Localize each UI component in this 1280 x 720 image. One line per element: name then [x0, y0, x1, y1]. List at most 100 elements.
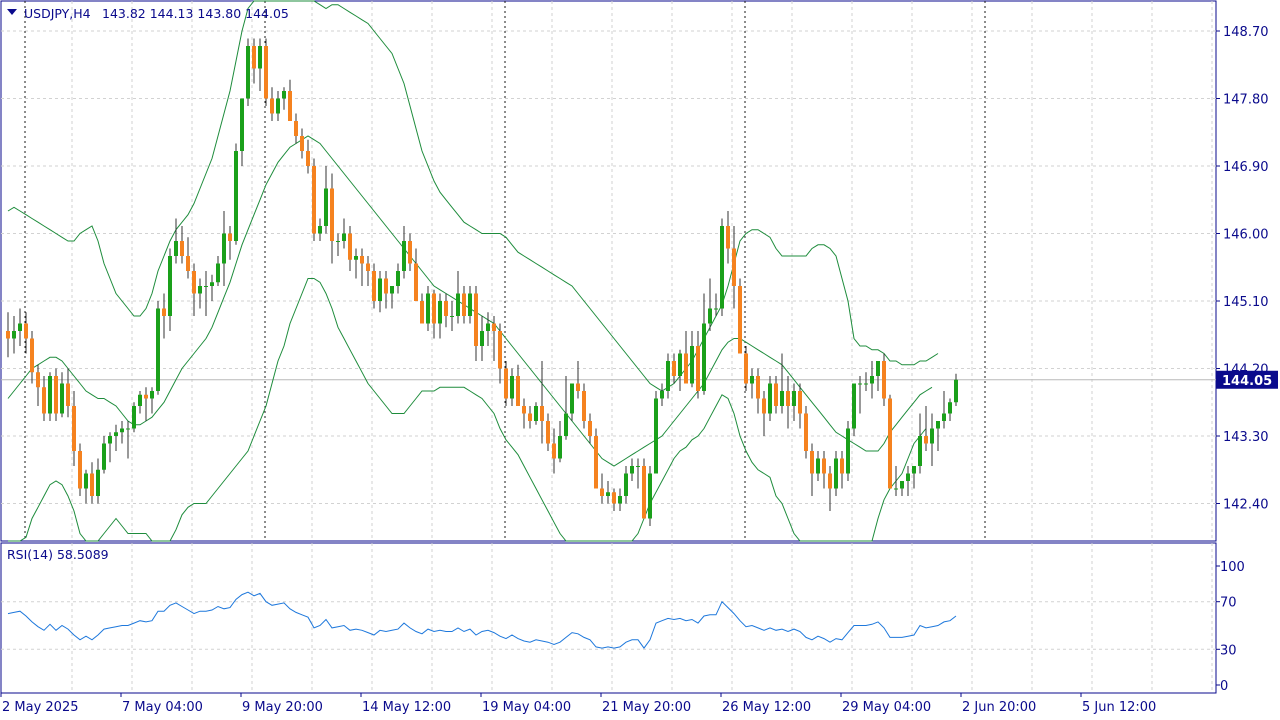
candle-body [918, 436, 922, 466]
candle [756, 368, 760, 414]
candle [720, 218, 724, 316]
candle-body [84, 473, 88, 489]
candle-body [138, 394, 142, 406]
candle-body [708, 308, 712, 324]
candle [858, 376, 862, 414]
candle-body [612, 492, 616, 504]
price-tick-label: 143.30 [1223, 430, 1269, 445]
candle-body [558, 436, 562, 459]
candle-body [834, 458, 838, 489]
rsi-tick-label: 0 [1220, 679, 1228, 694]
candle-body [846, 428, 850, 474]
candle-body [516, 376, 520, 406]
candle-body [816, 458, 820, 474]
candle [168, 248, 172, 331]
candle-body [774, 383, 778, 406]
candle-body [456, 293, 460, 316]
candle [186, 237, 190, 279]
candle [954, 373, 958, 406]
candle-body [540, 406, 544, 421]
candle-body [132, 406, 136, 429]
candle-body [534, 406, 538, 421]
candle [684, 331, 688, 384]
candle-body [6, 331, 10, 339]
candle [594, 428, 598, 489]
candle [6, 312, 10, 358]
candle [786, 376, 790, 429]
candle [210, 274, 214, 301]
candle-body [174, 241, 178, 256]
candle [432, 289, 436, 339]
time-tick-label: 5 Jun 12:00 [1082, 700, 1156, 715]
candle-body [336, 241, 340, 242]
candle [228, 226, 232, 260]
candle-body [432, 293, 436, 324]
candle-body [270, 98, 274, 114]
candle [120, 421, 124, 444]
rsi-label: RSI(14) 58.5089 [7, 547, 109, 562]
candle [342, 218, 346, 249]
candle [486, 312, 490, 346]
symbol-label: USDJPY,H4 [24, 6, 91, 21]
candle [552, 428, 556, 474]
time-tick-label: 26 May 12:00 [722, 700, 811, 715]
candle [660, 383, 664, 406]
candle [420, 293, 424, 324]
candle [276, 91, 280, 121]
candle [318, 218, 322, 241]
candle [906, 466, 910, 496]
candle-body [120, 428, 124, 433]
candle [330, 173, 334, 264]
candle-body [378, 278, 382, 301]
candles[interactable] [6, 38, 958, 527]
price-axis: 148.70147.80146.90146.00145.10144.20143.… [1216, 25, 1269, 513]
candle-body [858, 383, 862, 385]
candle-body [702, 323, 706, 391]
candle [96, 458, 100, 504]
rsi-grid [1, 543, 1216, 693]
candle [900, 481, 904, 496]
candle [300, 128, 304, 159]
candle-body [696, 346, 700, 391]
candle-body [30, 338, 34, 373]
candle-body [798, 391, 802, 414]
candle-body [318, 226, 322, 234]
price-tick-label: 145.10 [1223, 295, 1269, 310]
candle [792, 383, 796, 421]
candle-body [822, 458, 826, 474]
candle-body [324, 188, 328, 226]
candle [162, 293, 166, 339]
candle-body [888, 398, 892, 489]
candle-body [810, 451, 814, 474]
candle-body [624, 473, 628, 496]
candle [678, 349, 682, 391]
price-tick-label: 142.40 [1223, 498, 1269, 513]
candle-body [744, 353, 748, 384]
candle [600, 473, 604, 504]
chart-header[interactable]: USDJPY,H4 143.82 144.13 143.80 144.05 [7, 6, 289, 21]
rsi-axis: 100 70 30 0 [1216, 560, 1245, 694]
rsi-panel[interactable]: 100 70 30 0 RSI(14) 58.5089 [0, 542, 1245, 694]
candle [294, 113, 298, 144]
main-panel[interactable]: 148.70147.80146.90146.00145.10144.20143.… [0, 0, 1278, 693]
time-tick-label: 19 May 04:00 [482, 700, 571, 715]
candle-body [288, 91, 292, 121]
time-tick-label: 14 May 12:00 [362, 700, 451, 715]
time-tick-label: 2 May 2025 [2, 700, 79, 715]
candle-body [264, 46, 268, 99]
candle [60, 372, 64, 418]
candle [612, 488, 616, 511]
candle-body [570, 383, 574, 414]
candle-body [162, 308, 166, 316]
candle [876, 361, 880, 391]
candle [312, 158, 316, 241]
candle-body [714, 308, 718, 310]
time-tick-label: 9 May 20:00 [242, 700, 323, 715]
candle [336, 233, 340, 256]
candle [624, 466, 628, 504]
triangle-down-icon[interactable] [7, 9, 17, 15]
candle-body [42, 387, 46, 414]
candle [204, 271, 208, 316]
candle [690, 331, 694, 388]
